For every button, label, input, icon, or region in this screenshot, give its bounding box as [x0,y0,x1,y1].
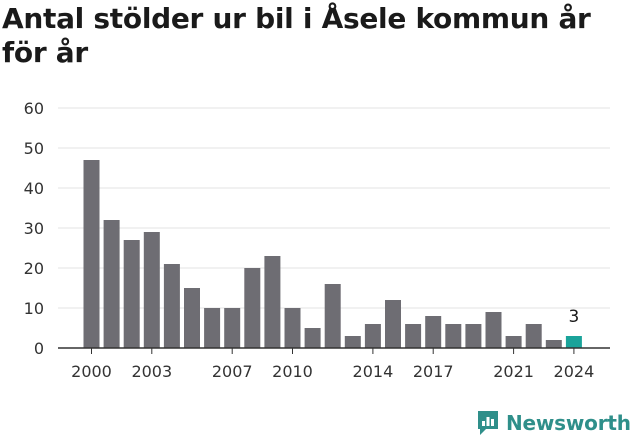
data-label-2024: 3 [568,307,579,327]
y-tick-label-60: 60 [24,99,44,118]
bar-2015 [385,300,401,348]
bar-2022 [525,324,542,348]
x-tick-label-2017: 2017 [413,362,454,381]
brand-name: Newsworthy [506,411,631,435]
y-tick-label-20: 20 [24,259,44,278]
bar-2008 [244,268,261,348]
bar-2024 [565,336,582,348]
x-tick-label-2003: 2003 [131,362,172,381]
bar-2023 [545,340,562,348]
y-tick-label-40: 40 [24,179,44,198]
y-tick-label-50: 50 [24,139,44,158]
bar-2012 [324,284,341,348]
y-tick-label-10: 10 [24,299,44,318]
x-axis-ticks: 2000 2003 2007 2010 2014 2017 2021 2024 [71,348,594,381]
bar-2014 [364,324,381,348]
y-tick-label-30: 30 [24,219,44,238]
bar-2006 [204,308,221,348]
y-tick-label-0: 0 [34,339,44,358]
grid-lines [58,107,610,309]
bar-2019 [465,324,482,348]
bar-2001 [103,220,120,348]
bar-2003 [143,232,160,348]
bar-2010 [284,308,301,348]
bar-2004 [163,264,180,348]
x-tick-label-2000: 2000 [71,362,112,381]
y-axis-ticks: 0 10 20 30 40 50 60 [24,99,44,358]
x-tick-label-2014: 2014 [353,362,394,381]
bar-2002 [123,240,140,348]
bar-2005 [184,288,200,348]
bar-2018 [445,324,462,348]
bar-2013 [344,336,361,348]
bar-2020 [485,312,502,348]
bar-2021 [505,336,522,348]
data-labels: 3 [568,307,579,327]
newsworthy-logo: Newsworthy [476,408,631,438]
bar-2009 [264,256,281,348]
bar-2017 [425,316,442,348]
bar-2016 [405,324,422,348]
bars [83,160,582,348]
x-tick-label-2010: 2010 [272,362,313,381]
bar-2011 [304,328,321,348]
newsworthy-logo-icon [478,411,498,435]
bar-2007 [224,308,241,348]
bar-2000 [83,160,100,348]
x-tick-label-2007: 2007 [212,362,253,381]
chart-title: Antal stölder ur bil i Åsele kommun år f… [2,2,591,69]
x-tick-label-2021: 2021 [493,362,534,381]
x-tick-label-2024: 2024 [554,362,595,381]
